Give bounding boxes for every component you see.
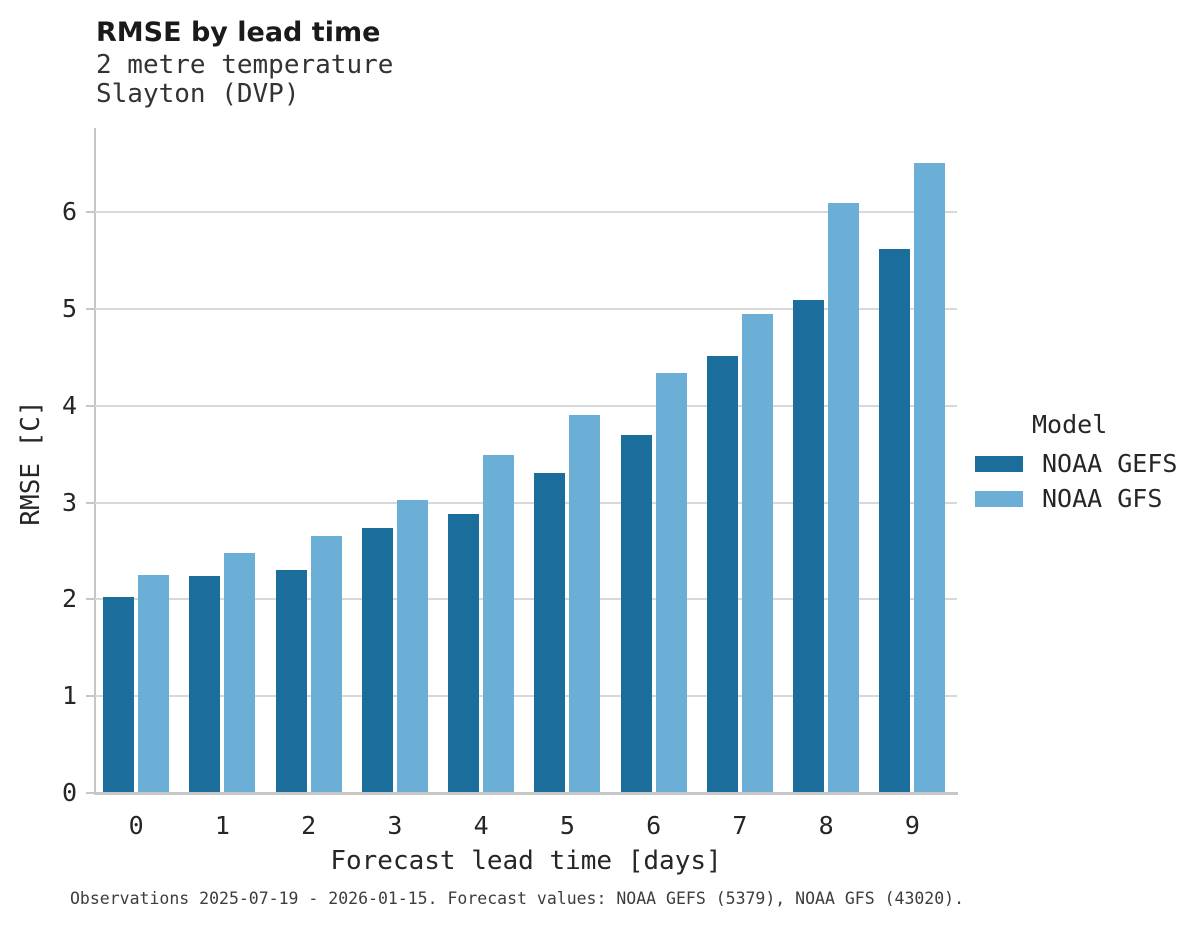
bar-noaa-gefs-day7 — [706, 356, 738, 793]
legend-entries: NOAA GEFS NOAA GFS — [975, 446, 1177, 516]
y-tick — [86, 792, 95, 794]
bar-noaa-gfs-day5 — [569, 414, 601, 793]
bar-noaa-gfs-day9 — [914, 162, 946, 793]
x-tick-label: 5 — [559, 811, 575, 840]
grid-line — [95, 404, 957, 407]
grid-line — [95, 308, 957, 310]
legend-entry-label: NOAA GFS — [1042, 484, 1163, 513]
y-tick-label: 5 — [61, 294, 77, 323]
legend-swatch — [975, 455, 1023, 472]
bar-noaa-gfs-day3 — [396, 499, 428, 793]
bar-noaa-gefs-day9 — [879, 248, 911, 793]
plot-area — [95, 128, 957, 793]
y-tick-label: 1 — [61, 681, 77, 711]
x-tick-label: 3 — [387, 811, 403, 840]
y-tick — [86, 404, 95, 407]
x-tick-label: 0 — [128, 811, 144, 840]
bar-noaa-gfs-day2 — [310, 536, 342, 793]
bar-noaa-gfs-day1 — [224, 552, 256, 793]
x-tick-label: 4 — [473, 811, 489, 840]
bar-noaa-gefs-day8 — [793, 300, 825, 793]
bar-noaa-gefs-day1 — [189, 576, 221, 793]
chart-title: RMSE by lead time — [96, 17, 381, 48]
grid-line — [95, 501, 957, 504]
y-tick-label: 4 — [61, 390, 77, 420]
x-tick-label: 8 — [818, 811, 834, 840]
bar-noaa-gfs-day4 — [483, 455, 515, 793]
grid-line — [95, 598, 957, 601]
x-tick-label: 6 — [646, 811, 662, 840]
legend-swatch — [975, 490, 1023, 507]
y-tick — [86, 308, 95, 310]
caption: Observations 2025-07-19 - 2026-01-15. Fo… — [70, 889, 965, 908]
x-tick-label: 2 — [301, 811, 317, 840]
x-tick-label: 7 — [732, 811, 748, 840]
bar-noaa-gfs-day6 — [655, 372, 687, 793]
bar-noaa-gfs-day7 — [741, 313, 773, 793]
legend-entry: NOAA GEFS — [975, 446, 1177, 481]
bar-noaa-gfs-day8 — [828, 202, 860, 793]
y-tick — [86, 211, 95, 214]
grid-line — [95, 211, 957, 214]
legend-title: Model — [1032, 410, 1108, 439]
bar-noaa-gefs-day2 — [275, 570, 307, 793]
bar-noaa-gfs-day0 — [138, 575, 170, 793]
legend-entry-label: NOAA GEFS — [1042, 449, 1178, 478]
bar-noaa-gefs-day0 — [103, 596, 135, 793]
y-tick-label: 6 — [61, 197, 77, 227]
y-tick — [86, 695, 95, 698]
y-tick — [86, 598, 95, 601]
bar-noaa-gefs-day5 — [534, 472, 566, 793]
x-axis-line — [94, 792, 958, 795]
x-tick-label: 1 — [214, 811, 230, 840]
bar-noaa-gefs-day3 — [361, 527, 393, 793]
y-tick-label: 2 — [61, 584, 77, 614]
y-tick — [86, 501, 95, 504]
x-axis-label: Forecast lead time [days] — [330, 846, 722, 876]
chart-subtitle-variable: 2 metre temperature — [96, 50, 394, 80]
grid-line — [95, 695, 957, 698]
legend: Model NOAA GEFS NOAA GFS — [975, 410, 1177, 516]
y-tick-label: 0 — [61, 778, 77, 807]
chart-subtitle-location: Slayton (DVP) — [96, 79, 300, 109]
bar-noaa-gefs-day4 — [448, 514, 480, 793]
legend-entry: NOAA GFS — [975, 481, 1177, 516]
y-tick-label: 3 — [61, 487, 77, 517]
y-axis-spine — [94, 128, 96, 794]
x-tick-label: 9 — [904, 811, 920, 840]
bar-noaa-gefs-day6 — [620, 434, 652, 793]
